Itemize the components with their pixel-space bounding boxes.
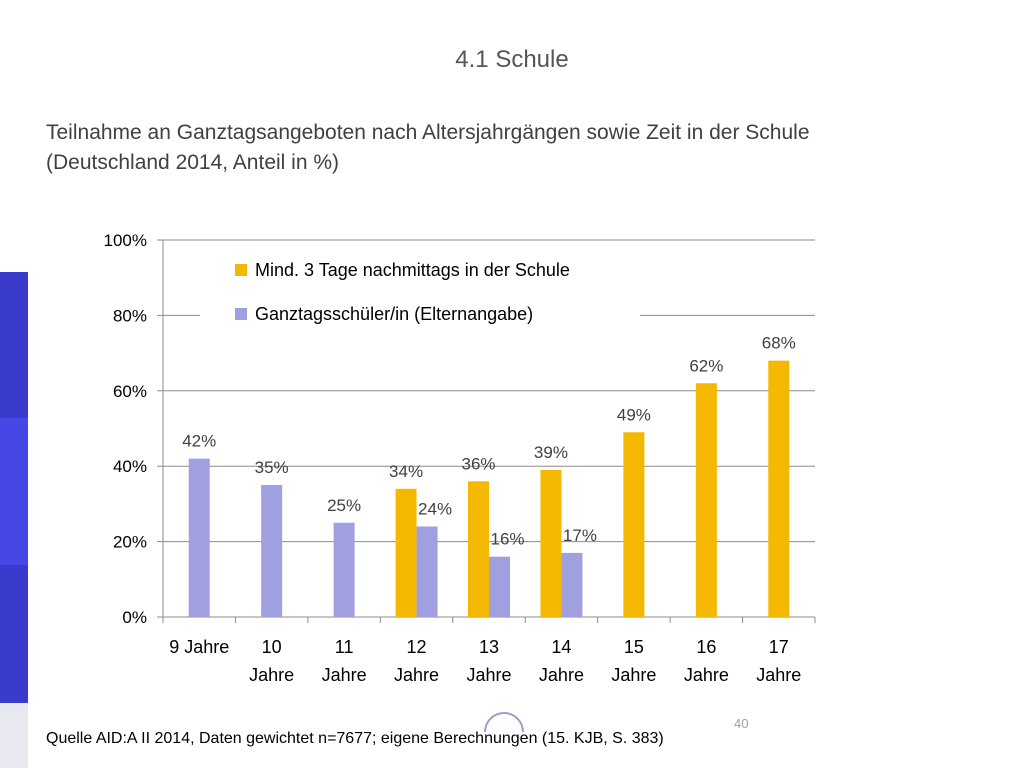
y-tick-label: 20%	[113, 533, 147, 552]
x-tick-label: Jahre	[684, 665, 729, 685]
bar-yellow	[695, 383, 717, 617]
data-label: 24%	[418, 500, 452, 519]
data-label: 49%	[617, 405, 651, 424]
section-title: 4.1 Schule	[455, 46, 569, 73]
x-tick-label: 13	[479, 637, 499, 657]
legend-label: Ganztagsschüler/in (Elternangabe)	[255, 304, 533, 324]
page-number: 40	[734, 716, 749, 731]
bar-yellow	[768, 360, 790, 617]
bar-yellow	[395, 488, 417, 617]
data-label: 68%	[762, 334, 796, 353]
bar-purple	[261, 485, 283, 617]
bar-purple	[333, 522, 355, 617]
data-label: 25%	[327, 496, 361, 515]
x-tick-label: Jahre	[249, 665, 294, 685]
x-tick-label: Jahre	[539, 665, 584, 685]
data-label: 35%	[255, 458, 289, 477]
x-tick-label: 15	[624, 637, 644, 657]
x-tick-label: 11	[335, 637, 354, 657]
source-note: Quelle AID:A II 2014, Daten gewichtet n=…	[46, 730, 664, 747]
y-tick-label: 60%	[113, 382, 147, 401]
bar-purple	[489, 556, 510, 617]
x-tick-label: Jahre	[394, 665, 439, 685]
bar-purple	[561, 552, 583, 617]
data-label: 17%	[563, 526, 597, 545]
x-tick-label: 17	[769, 637, 789, 657]
x-tick-label: Jahre	[756, 665, 801, 685]
legend-swatch	[235, 308, 247, 320]
data-label: 36%	[461, 454, 495, 473]
y-tick-label: 0%	[122, 608, 147, 627]
side-bar-segment	[0, 272, 28, 418]
y-tick-label: 40%	[113, 457, 147, 476]
bar-yellow	[468, 481, 489, 617]
chart-subtitle: Teilnahme an Ganztagsangeboten nach Alte…	[46, 118, 946, 178]
data-label: 42%	[182, 432, 216, 451]
data-label: 34%	[389, 462, 423, 481]
x-tick-label: 10	[262, 637, 282, 657]
x-tick-label: 9 Jahre	[169, 637, 229, 657]
bar-yellow	[540, 469, 562, 617]
legend-box	[200, 252, 640, 332]
subtitle-line-2: (Deutschland 2014, Anteil in %)	[46, 151, 340, 174]
x-tick-label: 16	[696, 637, 716, 657]
side-bar-segment	[0, 703, 28, 768]
x-tick-label: Jahre	[611, 665, 656, 685]
side-bar-segment	[0, 565, 28, 703]
x-tick-label: 12	[407, 637, 427, 657]
legend-swatch	[235, 264, 247, 276]
data-label: 62%	[689, 356, 723, 375]
x-tick-label: 14	[551, 637, 571, 657]
data-label: 16%	[490, 530, 524, 549]
data-label: 39%	[534, 443, 568, 462]
x-tick-label: Jahre	[322, 665, 367, 685]
y-tick-label: 100%	[104, 231, 147, 250]
x-tick-label: Jahre	[466, 665, 511, 685]
bar-purple	[188, 458, 210, 617]
legend-label: Mind. 3 Tage nachmittags in der Schule	[255, 260, 570, 280]
y-tick-label: 80%	[113, 306, 147, 325]
subtitle-line-1: Teilnahme an Ganztagsangeboten nach Alte…	[46, 121, 810, 144]
bar-yellow	[623, 432, 645, 617]
bar-purple	[416, 526, 438, 617]
side-bar-segment	[0, 418, 28, 565]
